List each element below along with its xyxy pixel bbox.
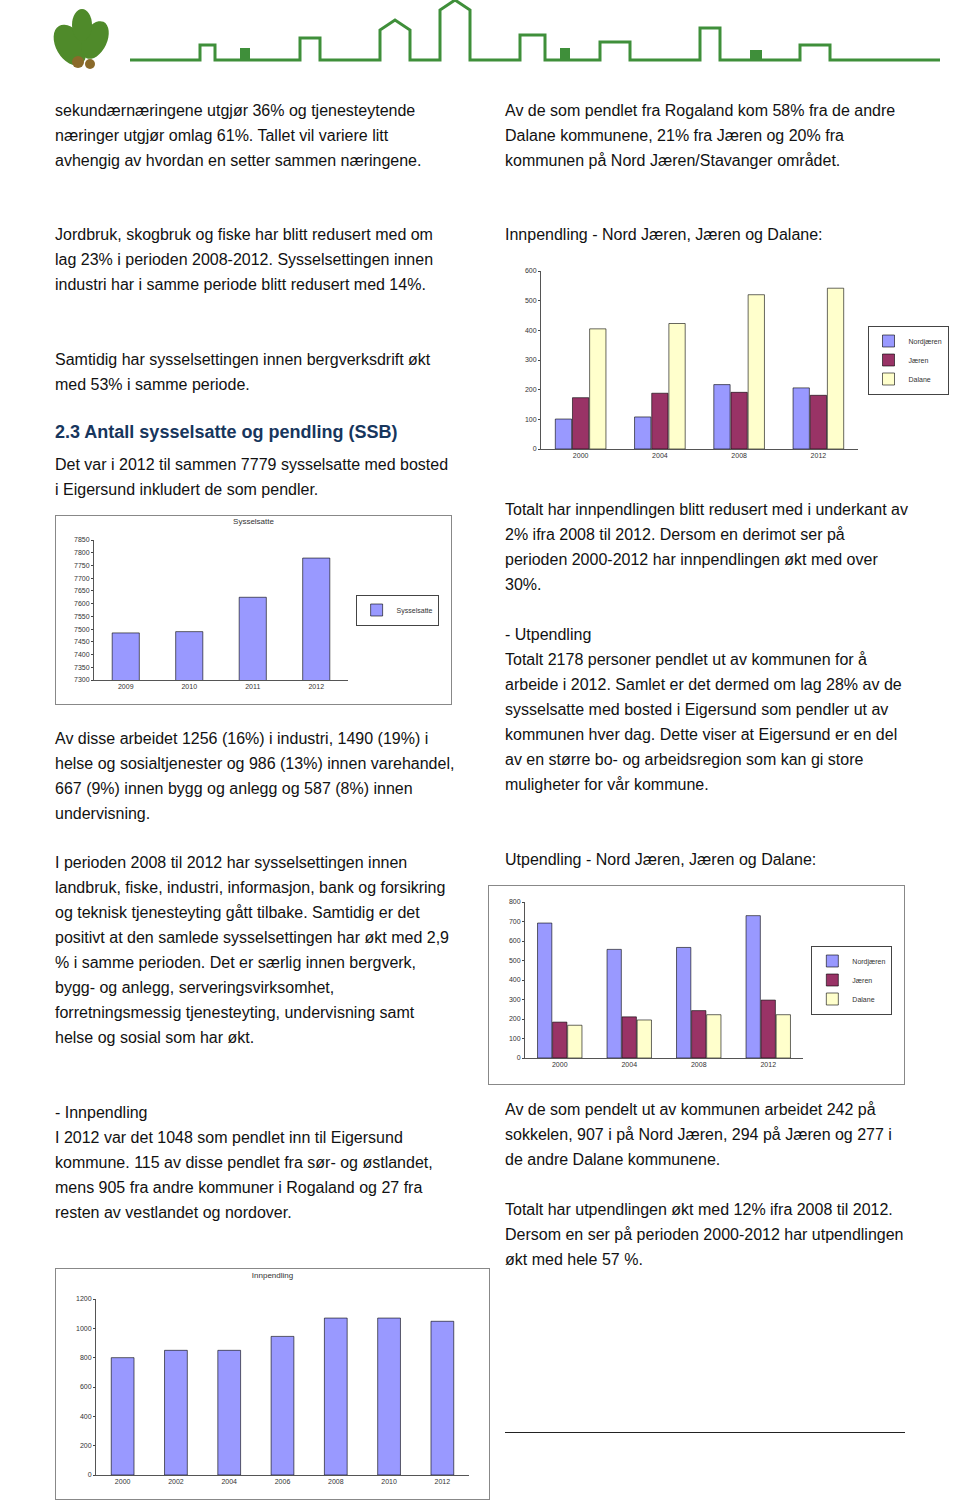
svg-text:1200: 1200: [76, 1295, 92, 1302]
svg-text:7850: 7850: [74, 536, 90, 543]
svg-text:7550: 7550: [74, 613, 90, 620]
svg-text:200: 200: [80, 1442, 92, 1449]
html-text:Samtidig har sysselsettingen i: Samtidig har sysselsettingen innen bergv…: [55, 351, 431, 393]
svg-text:300: 300: [525, 356, 537, 363]
svg-text:2004: 2004: [621, 1061, 637, 1068]
svg-text:2000: 2000: [573, 452, 589, 459]
svg-text:400: 400: [509, 976, 521, 983]
html-text:Totalt 2178 personer pendlet u: Totalt 2178 personer pendlet ut av kommu…: [505, 651, 902, 793]
svg-text:2008: 2008: [328, 1478, 344, 1485]
svg-text:400: 400: [525, 327, 537, 334]
svg-text:2010: 2010: [181, 683, 197, 690]
svg-text:Sysselsatte: Sysselsatte: [397, 607, 433, 615]
svg-text:2002: 2002: [168, 1478, 184, 1485]
svg-text:Dalane: Dalane: [909, 376, 931, 383]
svg-text:Nordjæren: Nordjæren: [909, 338, 942, 346]
svg-text:7800: 7800: [74, 549, 90, 556]
html-text:Av disse arbeidet 1256 (16%) i: Av disse arbeidet 1256 (16%) i industri,…: [55, 730, 455, 822]
svg-text:1000: 1000: [76, 1325, 92, 1332]
svg-text:600: 600: [509, 937, 521, 944]
svg-text:7300: 7300: [74, 676, 90, 683]
svg-text:800: 800: [509, 898, 521, 905]
svg-text:Jæren: Jæren: [852, 977, 872, 984]
svg-text:700: 700: [509, 918, 521, 925]
svg-text:800: 800: [80, 1354, 92, 1361]
html-text:Av de som pendelt ut av kommun: Av de som pendelt ut av kommunen arbeide…: [505, 1101, 892, 1168]
svg-text:2000: 2000: [115, 1478, 131, 1485]
svg-text:7600: 7600: [74, 600, 90, 607]
svg-text:100: 100: [509, 1035, 521, 1042]
svg-text:2008: 2008: [691, 1061, 707, 1068]
svg-text:500: 500: [509, 957, 521, 964]
svg-text:2012: 2012: [308, 683, 324, 690]
svg-text:Nordjæren: Nordjæren: [852, 958, 885, 966]
svg-text:Sysselsatte: Sysselsatte: [233, 517, 274, 526]
svg-text:400: 400: [80, 1413, 92, 1420]
svg-text:Dalane: Dalane: [852, 996, 874, 1003]
html-text:- Innpendling: - Innpendling: [55, 1104, 148, 1121]
svg-text:600: 600: [525, 267, 537, 274]
svg-text:7450: 7450: [74, 638, 90, 645]
html-text:sekundærnæringene utgjør 36% o: sekundærnæringene utgjør 36% og tjeneste…: [55, 102, 422, 169]
svg-text:2009: 2009: [118, 683, 134, 690]
html-text:Av de som pendlet fra Rogaland: Av de som pendlet fra Rogaland kom 58% f…: [505, 102, 896, 169]
html-text:I 2012 var det 1048 som pendle: I 2012 var det 1048 som pendlet inn til …: [55, 1129, 433, 1221]
svg-text:2000: 2000: [552, 1061, 568, 1068]
svg-text:600: 600: [80, 1383, 92, 1390]
svg-text:7700: 7700: [74, 575, 90, 582]
svg-text:7350: 7350: [74, 664, 90, 671]
svg-text:200: 200: [525, 386, 537, 393]
svg-text:Innpendling: Innpendling: [252, 1271, 293, 1280]
svg-text:2006: 2006: [275, 1478, 291, 1485]
svg-text:0: 0: [517, 1054, 521, 1061]
html-text:- Utpendling: - Utpendling: [505, 626, 592, 643]
svg-text:0: 0: [533, 445, 537, 452]
html-text:Det var i 2012 til sammen 7779: Det var i 2012 til sammen 7779 sysselsat…: [55, 456, 449, 498]
svg-text:2004: 2004: [221, 1478, 237, 1485]
svg-text:7400: 7400: [74, 651, 90, 658]
svg-text:7500: 7500: [74, 626, 90, 633]
svg-text:0: 0: [88, 1471, 92, 1478]
html-text:Innpendling - Nord Jæren, Jære: Innpendling - Nord Jæren, Jæren og Dalan…: [505, 226, 823, 243]
svg-text:100: 100: [525, 416, 537, 423]
svg-text:2010: 2010: [381, 1478, 397, 1485]
svg-text:500: 500: [525, 297, 537, 304]
html-text:Jordbruk, skogbruk og fiske ha: Jordbruk, skogbruk og fiske har blitt re…: [55, 226, 433, 293]
svg-text:7650: 7650: [74, 587, 90, 594]
svg-text:2012: 2012: [760, 1061, 776, 1068]
svg-text:7750: 7750: [74, 562, 90, 569]
svg-text:300: 300: [509, 996, 521, 1003]
svg-text:200: 200: [509, 1015, 521, 1022]
svg-text:2004: 2004: [652, 452, 668, 459]
html-text:I perioden 2008 til 2012 har s: I perioden 2008 til 2012 har sysselsetti…: [55, 854, 449, 1046]
html-text:Totalt har utpendlingen økt me: Totalt har utpendlingen økt med 12% ifra…: [505, 1201, 904, 1268]
svg-text:2012: 2012: [811, 452, 827, 459]
html-text:2.3 Antall sysselsatte og pend: 2.3 Antall sysselsatte og pendling (SSB): [55, 422, 398, 442]
svg-text:Jæren: Jæren: [909, 357, 929, 364]
svg-text:2011: 2011: [245, 683, 260, 690]
svg-text:2008: 2008: [731, 452, 747, 459]
html-text:Utpendling - Nord Jæren, Jæren: Utpendling - Nord Jæren, Jæren og Dalane…: [505, 851, 817, 868]
html-text:Totalt har innpendlingen blitt: Totalt har innpendlingen blitt redusert …: [505, 501, 908, 593]
svg-text:2012: 2012: [435, 1478, 451, 1485]
